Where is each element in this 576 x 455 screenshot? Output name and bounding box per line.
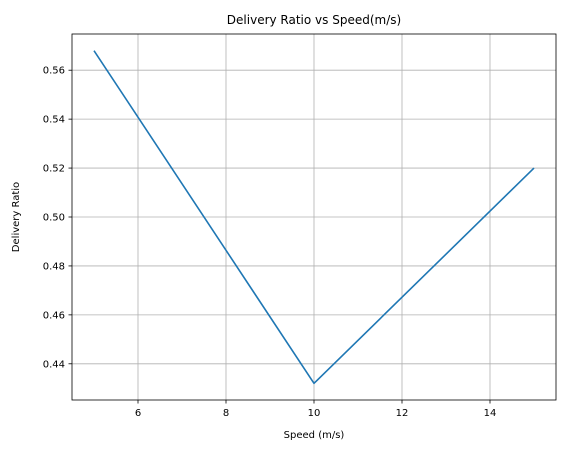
chart-title: Delivery Ratio vs Speed(m/s) bbox=[227, 13, 401, 27]
grid-lines bbox=[72, 34, 556, 400]
y-tick-label: 0.48 bbox=[43, 261, 65, 272]
x-tick-label: 8 bbox=[223, 408, 229, 419]
y-tick-label: 0.50 bbox=[43, 213, 65, 224]
series-layer bbox=[93, 50, 535, 385]
x-axis-label: Speed (m/s) bbox=[284, 430, 345, 441]
series-line bbox=[93, 50, 535, 385]
y-tick-label: 0.44 bbox=[43, 359, 65, 370]
x-tick-label: 14 bbox=[484, 408, 497, 419]
y-axis-label: Delivery Ratio bbox=[11, 182, 22, 252]
x-tick-label: 10 bbox=[308, 408, 321, 419]
y-tick-label: 0.52 bbox=[43, 164, 65, 175]
x-axis-ticks: 6 8 10 12 14 bbox=[135, 400, 497, 419]
x-tick-label: 12 bbox=[396, 408, 409, 419]
y-tick-label: 0.46 bbox=[43, 310, 65, 321]
x-tick-label: 6 bbox=[135, 408, 141, 419]
y-tick-label: 0.56 bbox=[43, 66, 65, 77]
y-tick-label: 0.54 bbox=[43, 115, 65, 126]
y-axis-ticks: 0.44 0.46 0.48 0.50 0.52 0.54 0.56 bbox=[43, 66, 72, 370]
